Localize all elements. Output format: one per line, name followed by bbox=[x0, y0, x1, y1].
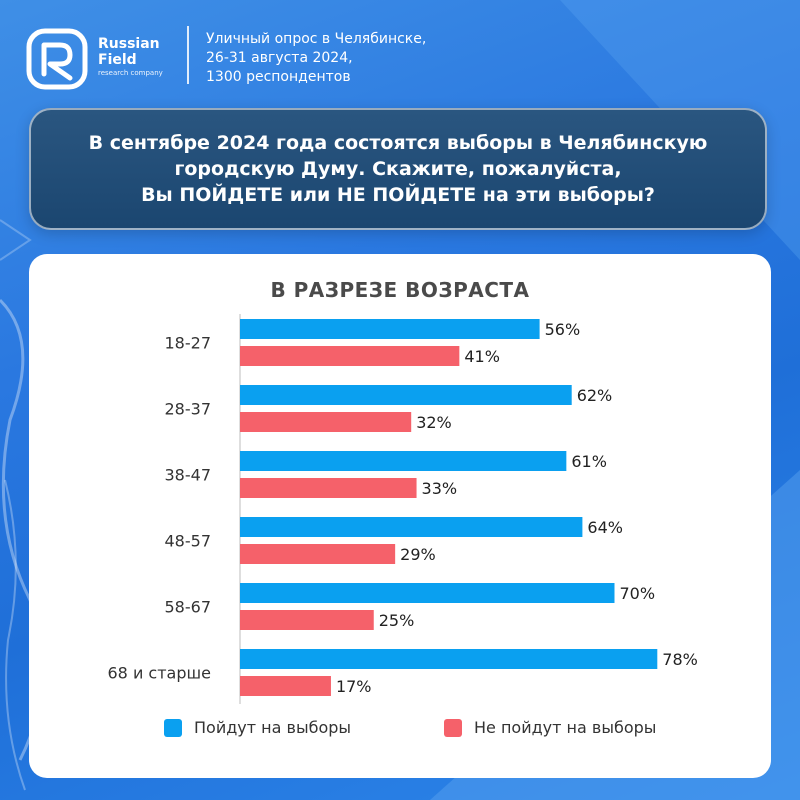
question-line: Вы ПОЙДЕТЕ или НЕ ПОЙДЕТЕ на эти выборы? bbox=[141, 182, 655, 208]
category-label: 38-47 bbox=[165, 466, 212, 485]
category-label: 48-57 bbox=[165, 532, 212, 551]
brand-line-1: Russian bbox=[98, 36, 163, 52]
legend-item-not-go: Не пойдут на выборы bbox=[444, 718, 656, 737]
survey-line: 1300 респондентов bbox=[206, 68, 426, 87]
bar-go bbox=[240, 451, 566, 471]
brand-line-2: Field bbox=[98, 52, 163, 68]
chart-card: В РАЗРЕЗЕ ВОЗРАСТА 18-27 56% 41% 28-37 62% 32… bbox=[29, 254, 771, 778]
category-label: 28-37 bbox=[165, 400, 212, 419]
legend-label-go: Пойдут на выборы bbox=[194, 718, 351, 737]
value-label-go: 78% bbox=[662, 650, 698, 669]
value-label-go: 70% bbox=[620, 584, 656, 603]
value-label-not-go: 17% bbox=[336, 677, 372, 696]
category-label: 68 и старше bbox=[108, 664, 212, 683]
legend-swatch-go bbox=[164, 719, 182, 737]
bar-go bbox=[240, 517, 582, 537]
bar-not-go bbox=[240, 610, 374, 630]
category-label: 18-27 bbox=[165, 334, 212, 353]
category-label: 58-67 bbox=[165, 598, 212, 617]
legend-item-go: Пойдут на выборы bbox=[164, 718, 351, 737]
brand-name: Russian Field research company bbox=[98, 36, 163, 78]
bar-not-go bbox=[240, 346, 459, 366]
bar-go bbox=[240, 319, 540, 339]
question-line: городскую Думу. Скажите, пожалуйста, bbox=[174, 156, 621, 182]
bar-go bbox=[240, 649, 657, 669]
bar-not-go bbox=[240, 544, 395, 564]
value-label-go: 64% bbox=[587, 518, 623, 537]
legend-swatch-not-go bbox=[444, 719, 462, 737]
question-line: В сентябре 2024 года состоятся выборы в … bbox=[89, 130, 708, 156]
brand-tagline: research company bbox=[98, 68, 163, 78]
bar-not-go bbox=[240, 676, 331, 696]
header: Russian Field research company Уличный о… bbox=[0, 0, 800, 100]
bar-go bbox=[240, 385, 572, 405]
value-label-not-go: 33% bbox=[422, 479, 458, 498]
survey-line: 26-31 августа 2024, bbox=[206, 49, 426, 68]
header-divider bbox=[187, 26, 189, 84]
value-label-go: 61% bbox=[571, 452, 607, 471]
russian-field-logo-icon bbox=[26, 28, 88, 90]
value-label-not-go: 41% bbox=[464, 347, 500, 366]
bar-not-go bbox=[240, 478, 417, 498]
value-label-go: 62% bbox=[577, 386, 613, 405]
question-box: В сентябре 2024 года состоятся выборы в … bbox=[29, 108, 767, 230]
value-label-not-go: 32% bbox=[416, 413, 452, 432]
age-bar-chart: 18-27 56% 41% 28-37 62% 32% 38-47 61% 33% 48-57 64… bbox=[29, 254, 771, 714]
survey-info: Уличный опрос в Челябинске, 26-31 август… bbox=[206, 30, 426, 87]
legend-label-not-go: Не пойдут на выборы bbox=[474, 718, 656, 737]
chart-legend: Пойдут на выборы Не пойдут на выборы bbox=[29, 718, 771, 748]
value-label-not-go: 29% bbox=[400, 545, 436, 564]
value-label-not-go: 25% bbox=[379, 611, 415, 630]
bar-not-go bbox=[240, 412, 411, 432]
value-label-go: 56% bbox=[545, 320, 581, 339]
bar-go bbox=[240, 583, 615, 603]
survey-line: Уличный опрос в Челябинске, bbox=[206, 30, 426, 49]
